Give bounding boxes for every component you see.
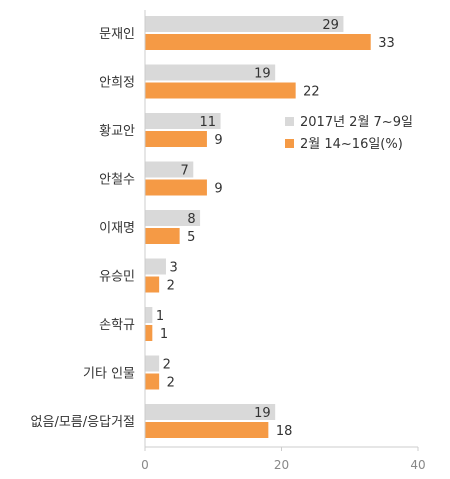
- bar-previous: [145, 113, 221, 129]
- category-label: 문재인: [99, 27, 135, 42]
- bar-previous: [145, 64, 276, 81]
- legend-label: 2017년 2월 7~9일: [300, 115, 413, 130]
- bar-current: [145, 131, 207, 147]
- data-label: 2: [167, 376, 175, 391]
- bar-previous: [145, 258, 166, 275]
- bar-previous: [145, 355, 160, 372]
- bar-current: [145, 422, 269, 438]
- category-label: 황교안: [99, 124, 135, 139]
- bar-previous: [145, 16, 344, 32]
- x-tick-label: 0: [141, 458, 149, 472]
- labels-group: 문재인2933안희정1922황교안119안철수79이재명85유승민32손학규11…: [31, 18, 395, 439]
- category-label: 안희정: [99, 76, 135, 91]
- data-label: 3: [169, 261, 177, 276]
- data-label: 9: [214, 182, 222, 197]
- data-label: 19: [254, 406, 271, 421]
- data-label: 11: [200, 115, 217, 130]
- bar-current: [145, 276, 160, 293]
- bar-previous: [145, 210, 201, 226]
- data-label: 19: [254, 67, 271, 82]
- data-label: 1: [160, 327, 168, 342]
- data-label: 1: [156, 309, 164, 324]
- bar-current: [145, 179, 207, 196]
- data-label: 33: [378, 36, 395, 51]
- data-label: 29: [322, 18, 339, 33]
- category-label: 안철수: [99, 173, 135, 188]
- data-label: 8: [187, 212, 195, 227]
- legend: 2017년 2월 7~9일 2월 14~16일(%): [285, 115, 413, 152]
- bar-current: [145, 34, 371, 50]
- bar-previous: [145, 161, 194, 178]
- data-label: 22: [303, 85, 320, 100]
- bar-current: [145, 228, 180, 244]
- data-label: 2: [163, 358, 171, 373]
- data-label: 18: [276, 424, 293, 439]
- x-tick-label: 20: [274, 458, 289, 472]
- bar-current: [145, 325, 153, 341]
- category-label: 유승민: [99, 270, 135, 285]
- bar-current: [145, 373, 160, 390]
- data-label: 2: [167, 279, 175, 294]
- x-tick-label: 40: [410, 458, 425, 472]
- bars-group: [145, 16, 371, 438]
- category-label: 없음/모름/응답거절: [31, 415, 135, 430]
- category-label: 이재명: [99, 221, 135, 236]
- category-label: 기타 인물: [83, 367, 135, 382]
- legend-swatch: [285, 139, 294, 148]
- category-label: 손학규: [99, 318, 135, 333]
- x-axis: 0 20 40: [141, 10, 426, 472]
- legend-label: 2월 14~16일(%): [300, 137, 403, 152]
- bar-previous: [145, 307, 153, 323]
- data-label: 9: [214, 133, 222, 148]
- bar-previous: [145, 404, 276, 420]
- data-label: 5: [187, 230, 195, 245]
- legend-swatch: [285, 117, 294, 126]
- data-label: 7: [180, 164, 188, 179]
- bar-current: [145, 82, 296, 99]
